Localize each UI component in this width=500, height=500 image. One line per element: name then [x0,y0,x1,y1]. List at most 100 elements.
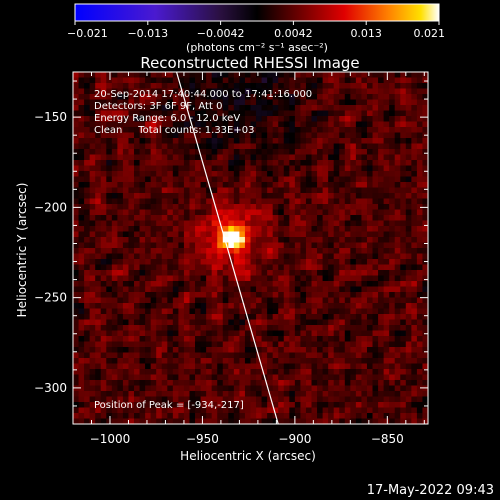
heatmap-cell [239,143,246,150]
heatmap-cell [73,325,79,331]
heatmap-cell [400,319,407,326]
heatmap-cell [111,176,118,183]
heatmap-cell [211,341,218,348]
heatmap-cell [328,237,335,243]
heatmap-cell [261,325,268,331]
heatmap-cell [78,99,85,106]
heatmap-cell [178,270,185,276]
heatmap-cell [411,171,418,177]
heatmap-cell [183,314,190,320]
heatmap-cell [378,116,384,122]
heatmap-cell [278,413,285,419]
heatmap-cell [361,215,368,221]
heatmap-cell [261,363,268,370]
heatmap-cell [250,116,257,122]
heatmap-cell [139,121,146,128]
heatmap-cell [211,187,218,194]
heatmap-cell [200,259,207,265]
heatmap-cell [278,352,285,359]
heatmap-cell [139,94,146,100]
heatmap-cell [322,418,329,424]
heatmap-cell [183,154,190,161]
heatmap-cell [117,209,124,216]
heatmap-cell [134,275,140,282]
heatmap-cell [378,88,384,95]
heatmap-cell [111,264,118,271]
heatmap-cell [111,248,118,254]
heatmap-cell [416,105,423,111]
heatmap-cell [389,99,396,106]
heatmap-cell [267,160,273,166]
heatmap-cell [73,418,79,424]
heatmap-cell [278,270,285,276]
heatmap-cell [344,77,351,84]
heatmap-cell [366,391,373,397]
heatmap-cell [122,94,129,100]
heatmap-cell [294,253,301,260]
heatmap-cell [106,182,113,188]
heatmap-cell [250,165,257,172]
heatmap-cell [134,286,140,293]
heatmap-cell [328,231,335,238]
heatmap-cell [95,314,102,320]
heatmap-cell [411,209,418,216]
heatmap-cell [378,165,384,172]
heatmap-cell [122,363,129,370]
heatmap-cell [283,413,290,419]
heatmap-cell [239,110,246,117]
heatmap-cell [206,303,212,309]
heatmap-cell [150,242,157,249]
heatmap-cell [95,325,102,331]
heatmap-cell [134,215,140,221]
heatmap-cell [328,226,335,232]
heatmap-cell [383,143,390,150]
heatmap-cell [394,358,401,364]
heatmap-cell [405,215,412,221]
heatmap-cell [189,391,196,397]
heatmap-cell [222,347,229,353]
heatmap-cell [283,308,290,315]
heatmap-cell [172,121,179,128]
heatmap-cell [400,297,407,304]
heatmap-cell [150,385,157,392]
heatmap-cell [95,149,102,155]
heatmap-cell [84,413,90,419]
heatmap-cell [178,413,185,419]
heatmap-cell [189,121,196,128]
heatmap-cell [405,132,412,139]
heatmap-cell [233,94,240,100]
heatmap-cell [145,242,151,249]
heatmap-cell [217,352,224,359]
heatmap-cell [333,77,340,84]
heatmap-cell [366,413,373,419]
heatmap-cell [372,264,379,271]
heatmap-cell [233,396,240,403]
heatmap-cell [400,303,407,309]
heatmap-cell [117,160,124,166]
heatmap-cell [195,127,201,133]
heatmap-cell [128,154,135,161]
heatmap-cell [172,314,179,320]
heatmap-cell [350,341,357,348]
heatmap-cell [195,94,201,100]
heatmap-cell [228,369,235,375]
heatmap-cell [305,160,312,166]
heatmap-cell [122,286,129,293]
heatmap-cell [405,165,412,172]
heatmap-cell [172,292,179,298]
heatmap-cell [300,237,307,243]
heatmap-cell [366,314,373,320]
heatmap-cell [145,374,151,381]
heatmap-cell [84,77,90,84]
heatmap-cell [294,110,301,117]
heatmap-cell [305,237,312,243]
heatmap-cell [145,391,151,397]
heatmap-cell [278,341,285,348]
heatmap-cell [278,193,285,199]
heatmap-cell [272,358,279,364]
heatmap-cell [134,165,140,172]
heatmap-cell [405,308,412,315]
heatmap-cell [405,149,412,155]
heatmap-cell [172,110,179,117]
heatmap-cell [256,242,262,249]
